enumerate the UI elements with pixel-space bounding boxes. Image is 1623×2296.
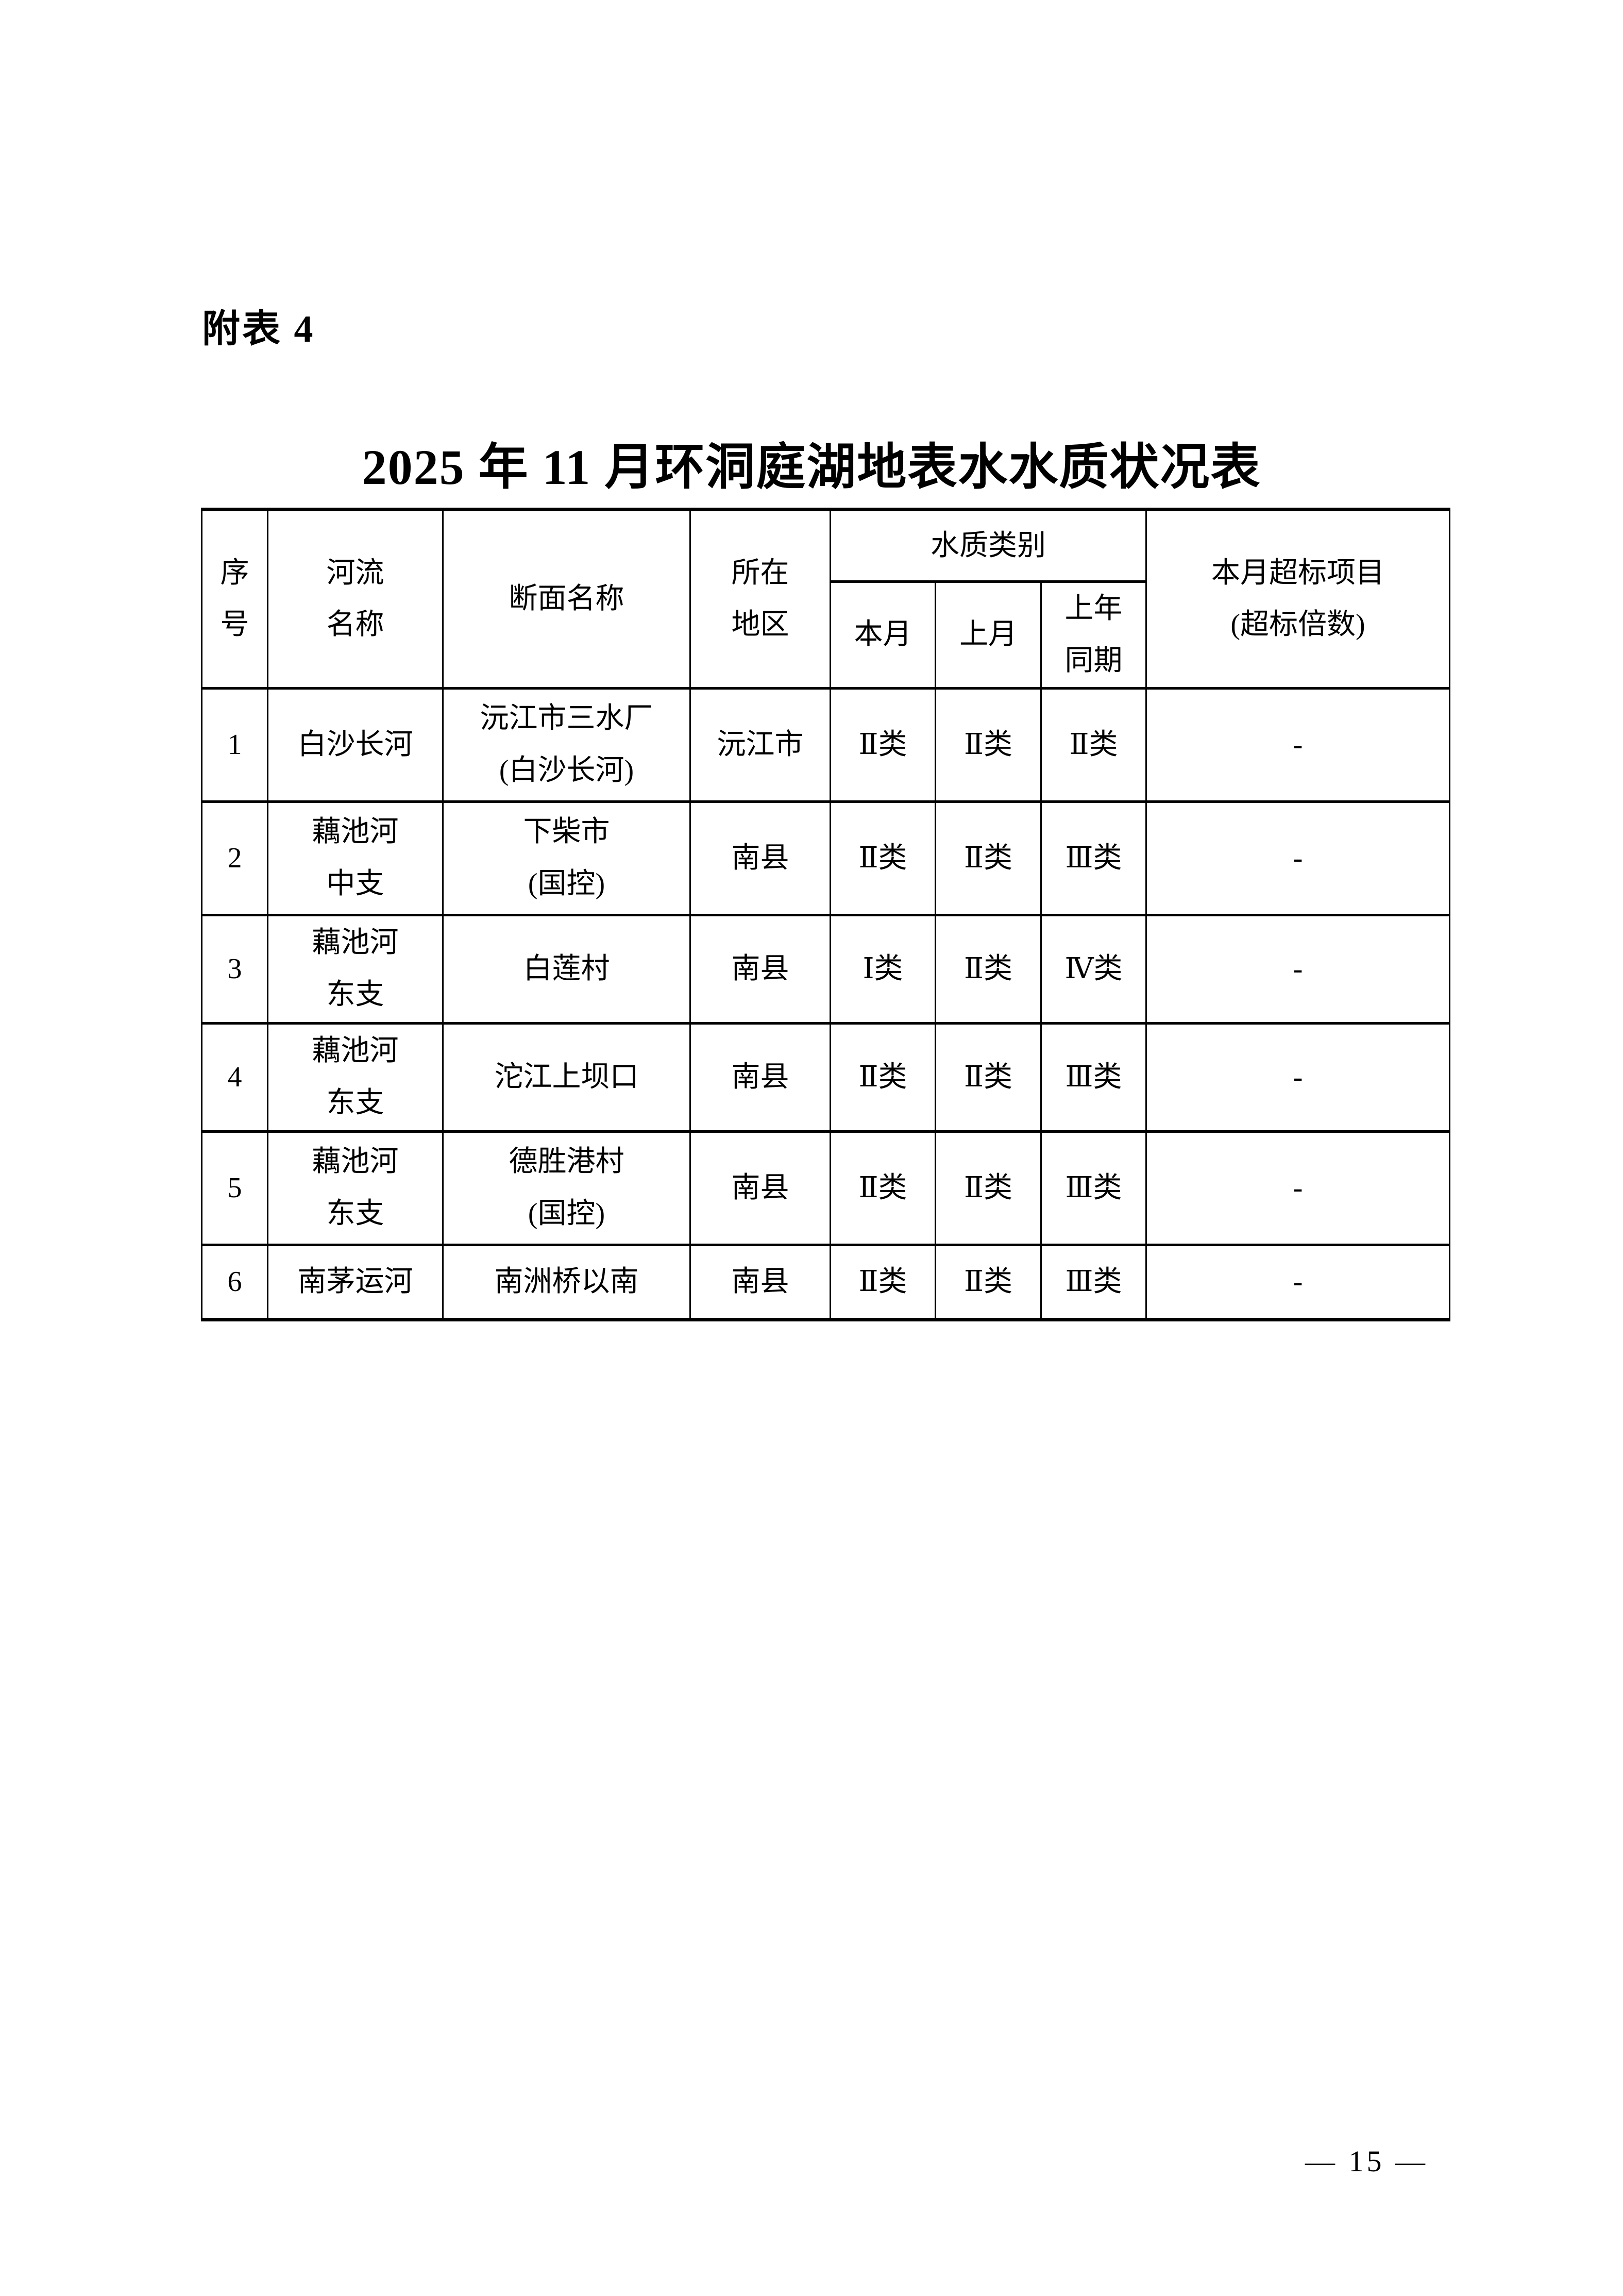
table-row: 4 藕池河 东支 沱江上坝口 南县 Ⅱ类 Ⅱ类 Ⅲ类 -	[201, 1021, 1451, 1133]
cell-no: 3	[201, 913, 268, 1025]
cell-last-year: Ⅲ类	[1040, 1243, 1147, 1321]
cell-section: 南洲桥以南	[442, 1243, 691, 1321]
cell-this-month: Ⅱ类	[830, 686, 936, 803]
table-row: 6 南茅运河 南洲桥以南 南县 Ⅱ类 Ⅱ类 Ⅲ类 -	[201, 1243, 1451, 1321]
cell-last-year: Ⅳ类	[1040, 913, 1147, 1025]
cell-section: 德胜港村 (国控)	[442, 1130, 691, 1246]
header-last-month: 上月	[935, 580, 1042, 690]
header-quality-category-group: 水质类别	[829, 508, 1147, 583]
cell-last-year: Ⅲ类	[1040, 1021, 1147, 1133]
header-river-name: 河流 名称	[267, 508, 444, 690]
cell-exceed: -	[1145, 800, 1451, 916]
cell-last-month: Ⅱ类	[935, 1130, 1042, 1246]
cell-region: 南县	[689, 800, 831, 916]
cell-exceed: -	[1145, 1021, 1451, 1133]
table-row: 5 藕池河 东支 德胜港村 (国控) 南县 Ⅱ类 Ⅱ类 Ⅲ类 -	[201, 1130, 1451, 1246]
cell-section: 沱江上坝口	[442, 1021, 691, 1133]
header-row-1: 序 号 河流 名称 断面名称 所在 地区 水质类别 本月超标项目 (超标倍数)	[201, 508, 1451, 690]
cell-last-month: Ⅱ类	[935, 686, 1042, 803]
cell-region: 南县	[689, 1130, 831, 1246]
page-number: — 15 —	[1305, 2144, 1428, 2178]
cell-region: 南县	[689, 913, 831, 1025]
cell-region: 沅江市	[689, 686, 831, 803]
cell-exceed: -	[1145, 913, 1451, 1025]
cell-river: 藕池河 东支	[267, 1130, 444, 1246]
header-last-year-same-period: 上年 同期	[1040, 580, 1147, 690]
header-row-2: 本月 上月 上年 同期	[202, 580, 1450, 690]
page-title: 2025 年 11 月环洞庭湖地表水水质状况表	[362, 440, 1261, 495]
cell-last-month: Ⅱ类	[935, 1021, 1042, 1133]
table-row: 1 白沙长河 沅江市三水厂 (白沙长河) 沅江市 Ⅱ类 Ⅱ类 Ⅱ类 -	[201, 686, 1451, 803]
cell-river: 藕池河 中支	[267, 800, 444, 916]
cell-this-month: Ⅱ类	[830, 800, 936, 916]
attachment-table-label: 附表 4	[202, 308, 315, 350]
cell-exceed: -	[1145, 1243, 1451, 1321]
cell-river: 藕池河 东支	[267, 1021, 444, 1133]
cell-last-year: Ⅱ类	[1040, 686, 1147, 803]
header-region: 所在 地区	[689, 508, 831, 690]
cell-last-month: Ⅱ类	[935, 1243, 1042, 1321]
cell-this-month: Ⅱ类	[830, 1130, 936, 1246]
table-row: 2 藕池河 中支 下柴市 (国控) 南县 Ⅱ类 Ⅱ类 Ⅲ类 -	[201, 800, 1451, 916]
cell-no: 5	[201, 1130, 268, 1246]
cell-last-year: Ⅲ类	[1040, 1130, 1147, 1246]
cell-no: 2	[201, 800, 268, 916]
cell-river: 藕池河 东支	[267, 913, 444, 1025]
cell-exceed: -	[1145, 1130, 1451, 1246]
header-this-month: 本月	[830, 580, 936, 690]
water-quality-table: 序 号 河流 名称 断面名称 所在 地区 水质类别 本月超标项目 (超标倍数) …	[201, 508, 1451, 1321]
cell-this-month: Ⅰ类	[830, 913, 936, 1025]
table-row: 3 藕池河 东支 白莲村 南县 Ⅰ类 Ⅱ类 Ⅳ类 -	[201, 913, 1451, 1025]
cell-section: 下柴市 (国控)	[442, 800, 691, 916]
cell-last-year: Ⅲ类	[1040, 800, 1147, 916]
cell-no: 1	[201, 686, 268, 803]
cell-last-month: Ⅱ类	[935, 800, 1042, 916]
cell-this-month: Ⅱ类	[830, 1021, 936, 1133]
cell-river: 白沙长河	[267, 686, 444, 803]
cell-river: 南茅运河	[267, 1243, 444, 1321]
header-exceed-items: 本月超标项目 (超标倍数)	[1145, 508, 1451, 690]
header-no: 序 号	[201, 508, 268, 690]
cell-section: 沅江市三水厂 (白沙长河)	[442, 686, 691, 803]
header-section-name: 断面名称	[442, 508, 691, 690]
cell-no: 4	[201, 1021, 268, 1133]
cell-last-month: Ⅱ类	[935, 913, 1042, 1025]
cell-this-month: Ⅱ类	[830, 1243, 936, 1321]
cell-exceed: -	[1145, 686, 1451, 803]
cell-region: 南县	[689, 1243, 831, 1321]
cell-section: 白莲村	[442, 913, 691, 1025]
cell-no: 6	[201, 1243, 268, 1321]
cell-region: 南县	[689, 1021, 831, 1133]
